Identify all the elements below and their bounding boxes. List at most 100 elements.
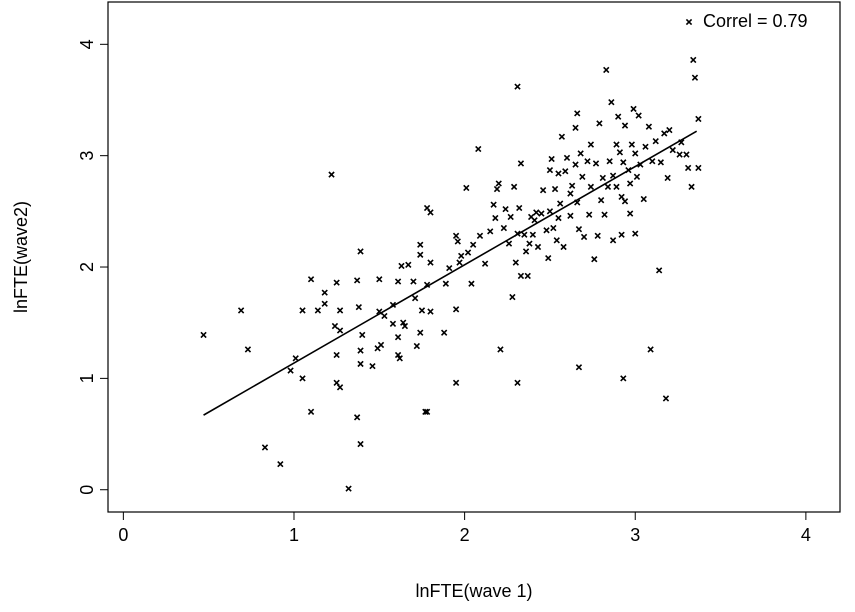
scatter-point: [517, 272, 525, 280]
scatter-point: [635, 112, 642, 119]
x-tick-label: 4: [801, 525, 811, 545]
scatter-point: [655, 267, 663, 274]
scatter-point: [507, 213, 514, 221]
scatter-point: [401, 322, 409, 330]
scatter-point: [522, 248, 530, 255]
y-tick-label: 0: [77, 485, 97, 495]
scatter-point: [695, 164, 702, 172]
scatter-point: [502, 205, 509, 213]
scatter-point: [616, 149, 624, 156]
scatter-point: [538, 210, 545, 217]
scatter-point: [336, 307, 344, 314]
scatter-point: [476, 232, 484, 240]
scatter-point: [244, 346, 252, 353]
scatter-point: [331, 322, 339, 330]
scatter-point: [632, 150, 639, 157]
y-tick-label: 1: [77, 373, 97, 383]
scatter-point: [353, 414, 361, 421]
scatter-point: [543, 227, 550, 234]
scatter-point: [497, 346, 504, 353]
scatter-point: [440, 329, 448, 336]
scatter-point: [695, 115, 702, 123]
scatter-point: [580, 233, 588, 241]
scatter-point: [400, 319, 407, 326]
scatter-point: [422, 408, 429, 415]
scatter-point: [376, 276, 383, 283]
scatter-point: [626, 210, 634, 217]
scatter-point: [514, 379, 521, 386]
scatter-point: [464, 249, 472, 256]
scatter-point: [572, 161, 579, 168]
scatter-point: [551, 185, 559, 193]
scatter-point: [594, 232, 601, 240]
scatter-point: [645, 123, 653, 130]
scatter-point: [666, 126, 673, 134]
scatter-point: [690, 56, 697, 64]
scatter-point: [597, 197, 605, 204]
scatter-point: [292, 355, 299, 362]
scatter-point: [353, 277, 361, 284]
scatter-point: [628, 141, 635, 148]
scatter-point: [521, 231, 528, 238]
plot-frame: [107, 1, 841, 513]
scatter-point: [664, 174, 671, 182]
scatter-point: [442, 280, 450, 287]
scatter-point: [560, 243, 567, 251]
x-tick-label: 3: [630, 525, 640, 545]
scatter-point: [688, 183, 695, 191]
scatter-point: [510, 183, 518, 191]
scatter-point: [647, 346, 654, 353]
scatter-point: [287, 367, 294, 374]
scatter-point: [555, 214, 562, 222]
scatter-point: [394, 351, 402, 359]
scatter-point: [487, 228, 494, 235]
scatter-point: [579, 173, 586, 180]
scatter-point: [333, 279, 340, 286]
scatter-point: [394, 278, 402, 285]
scatter-point: [469, 241, 477, 248]
scatter-point: [615, 113, 622, 120]
scatter-point: [514, 83, 521, 90]
scatter-point: [389, 320, 397, 327]
scatter-point: [626, 180, 634, 187]
scatter-point: [307, 276, 315, 283]
scatter-point: [200, 331, 207, 339]
scatter-point: [357, 440, 364, 448]
scatter-point: [411, 295, 419, 302]
legend-marker: [685, 18, 693, 26]
scatter-point: [613, 141, 620, 148]
scatter-point: [652, 138, 659, 145]
scatter-point: [468, 280, 475, 287]
scatter-point: [621, 122, 629, 129]
scatter-point: [691, 74, 699, 81]
scatter-point: [620, 375, 627, 382]
scatter-point: [572, 124, 579, 131]
scatter-point: [640, 195, 647, 203]
scatter-point: [500, 224, 508, 232]
scatter-point: [575, 225, 583, 233]
scatter-point: [427, 308, 434, 315]
y-tick-label: 3: [77, 151, 97, 161]
scatter-point: [512, 259, 519, 266]
y-tick-label: 2: [77, 262, 97, 272]
scatter-point: [321, 289, 328, 296]
scatter-point: [357, 347, 364, 354]
scatter-point: [394, 334, 402, 341]
scatter-point: [684, 164, 692, 172]
scatter-point: [463, 184, 470, 192]
scatter-point: [345, 485, 352, 492]
scatter-point: [405, 261, 412, 268]
scatter-point: [575, 364, 583, 371]
scatter-point: [609, 237, 617, 244]
scatter-point: [586, 211, 593, 218]
scatter-point: [423, 408, 431, 415]
scatter-point: [550, 224, 557, 232]
scatter-point: [592, 160, 600, 167]
scatter-point: [417, 251, 424, 258]
scatter-point: [299, 307, 306, 314]
scatter-point: [657, 159, 665, 166]
x-tick-label: 0: [118, 525, 128, 545]
scatter-point: [563, 154, 571, 162]
scatter-point: [396, 355, 403, 362]
